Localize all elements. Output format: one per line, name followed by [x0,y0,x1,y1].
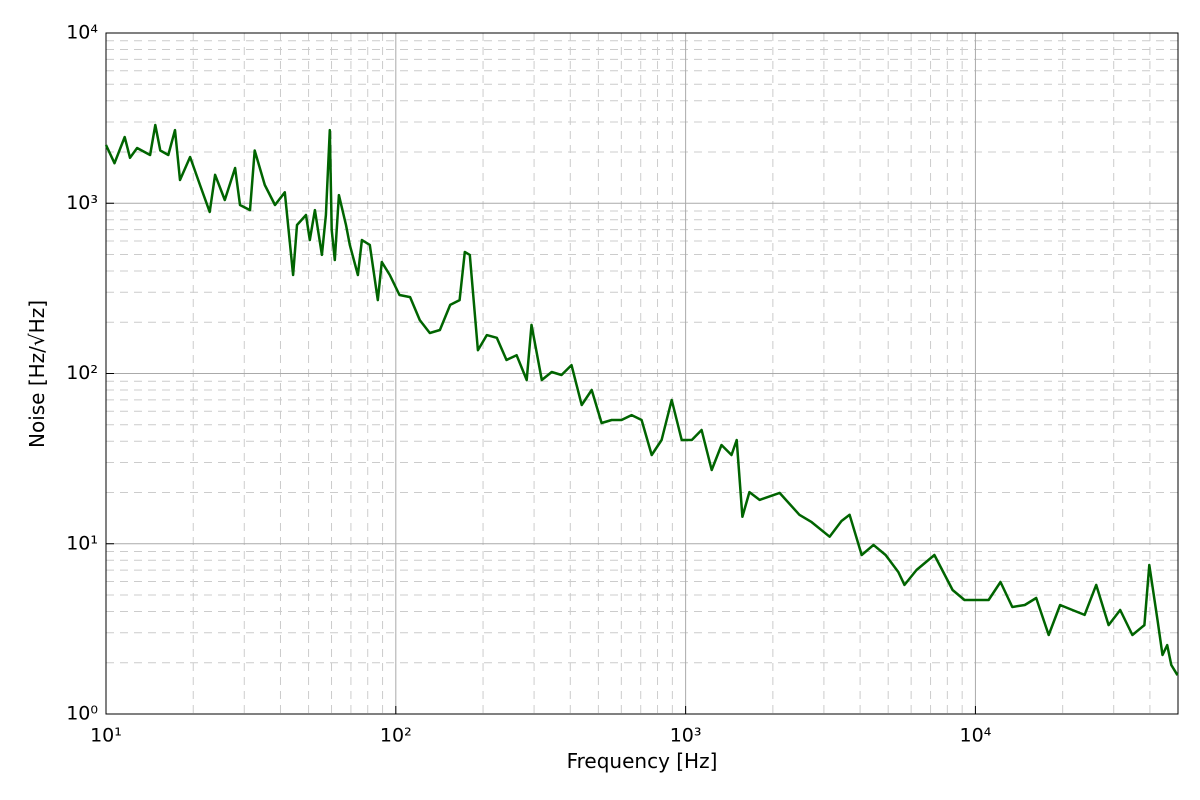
y-tick-label: 10⁴ [66,22,98,44]
x-tick-label: 10³ [670,725,702,747]
y-tick-label: 10¹ [66,532,98,554]
y-tick-label: 10³ [66,192,98,214]
x-tick-label: 10² [380,725,412,747]
y-tick-label: 10² [66,362,98,384]
y-axis-label: Noise [Hz/√Hz] [25,300,49,448]
data-line [104,123,1179,676]
x-axis-label: Frequency [Hz] [567,749,718,773]
plot-frame [105,32,1179,715]
y-tick-label: 10⁰ [66,703,98,725]
x-tick-label: 10⁴ [960,725,992,747]
x-tick-label: 10¹ [90,725,122,747]
